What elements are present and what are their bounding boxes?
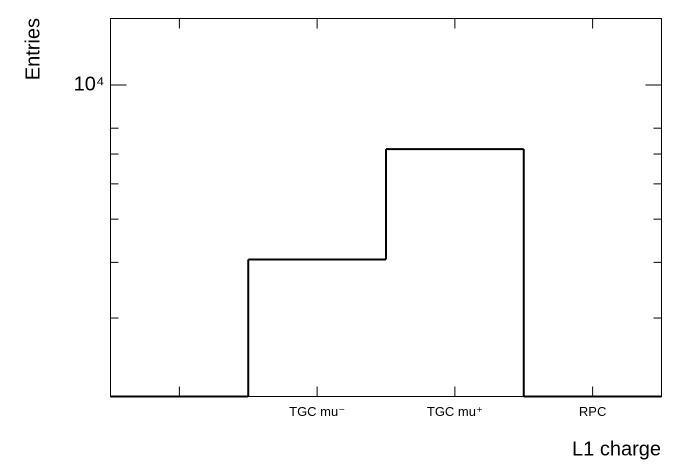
plot-frame: [110, 18, 662, 397]
x-tick-label: RPC: [579, 404, 606, 419]
x-tick-label: TGC mu⁻: [289, 404, 345, 419]
x-tick-label: TGC mu⁺: [427, 404, 483, 419]
x-axis-title: L1 charge: [572, 438, 661, 460]
y-tick-label: 10⁴: [74, 73, 105, 95]
y-axis-title: Entries: [22, 18, 44, 80]
